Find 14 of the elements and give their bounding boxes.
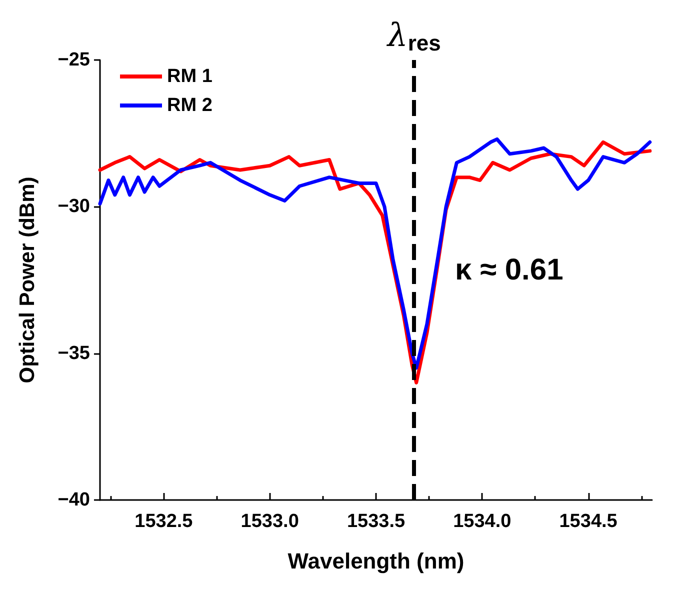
y-tick-label: −40 xyxy=(58,490,90,510)
y-tick-label: −25 xyxy=(58,50,90,70)
y-axis-title: Optical Power (dBm) xyxy=(16,176,39,384)
x-axis-title: Wavelength (nm) xyxy=(288,548,464,574)
x-tick-label: 1533.5 xyxy=(346,511,406,532)
x-tick-label: 1532.5 xyxy=(134,511,194,532)
y-tick-label: −35 xyxy=(58,342,90,364)
legend-label: RM 1 xyxy=(167,66,213,87)
x-tick-label: 1534.0 xyxy=(453,511,512,532)
x-tick-label: 1534.5 xyxy=(559,511,618,532)
annotation: κ ≈ 0.61 xyxy=(455,254,564,286)
y-tick-label: −30 xyxy=(58,196,90,218)
legend-label: RM 2 xyxy=(167,95,212,116)
x-tick-label: 1533.0 xyxy=(240,511,299,532)
